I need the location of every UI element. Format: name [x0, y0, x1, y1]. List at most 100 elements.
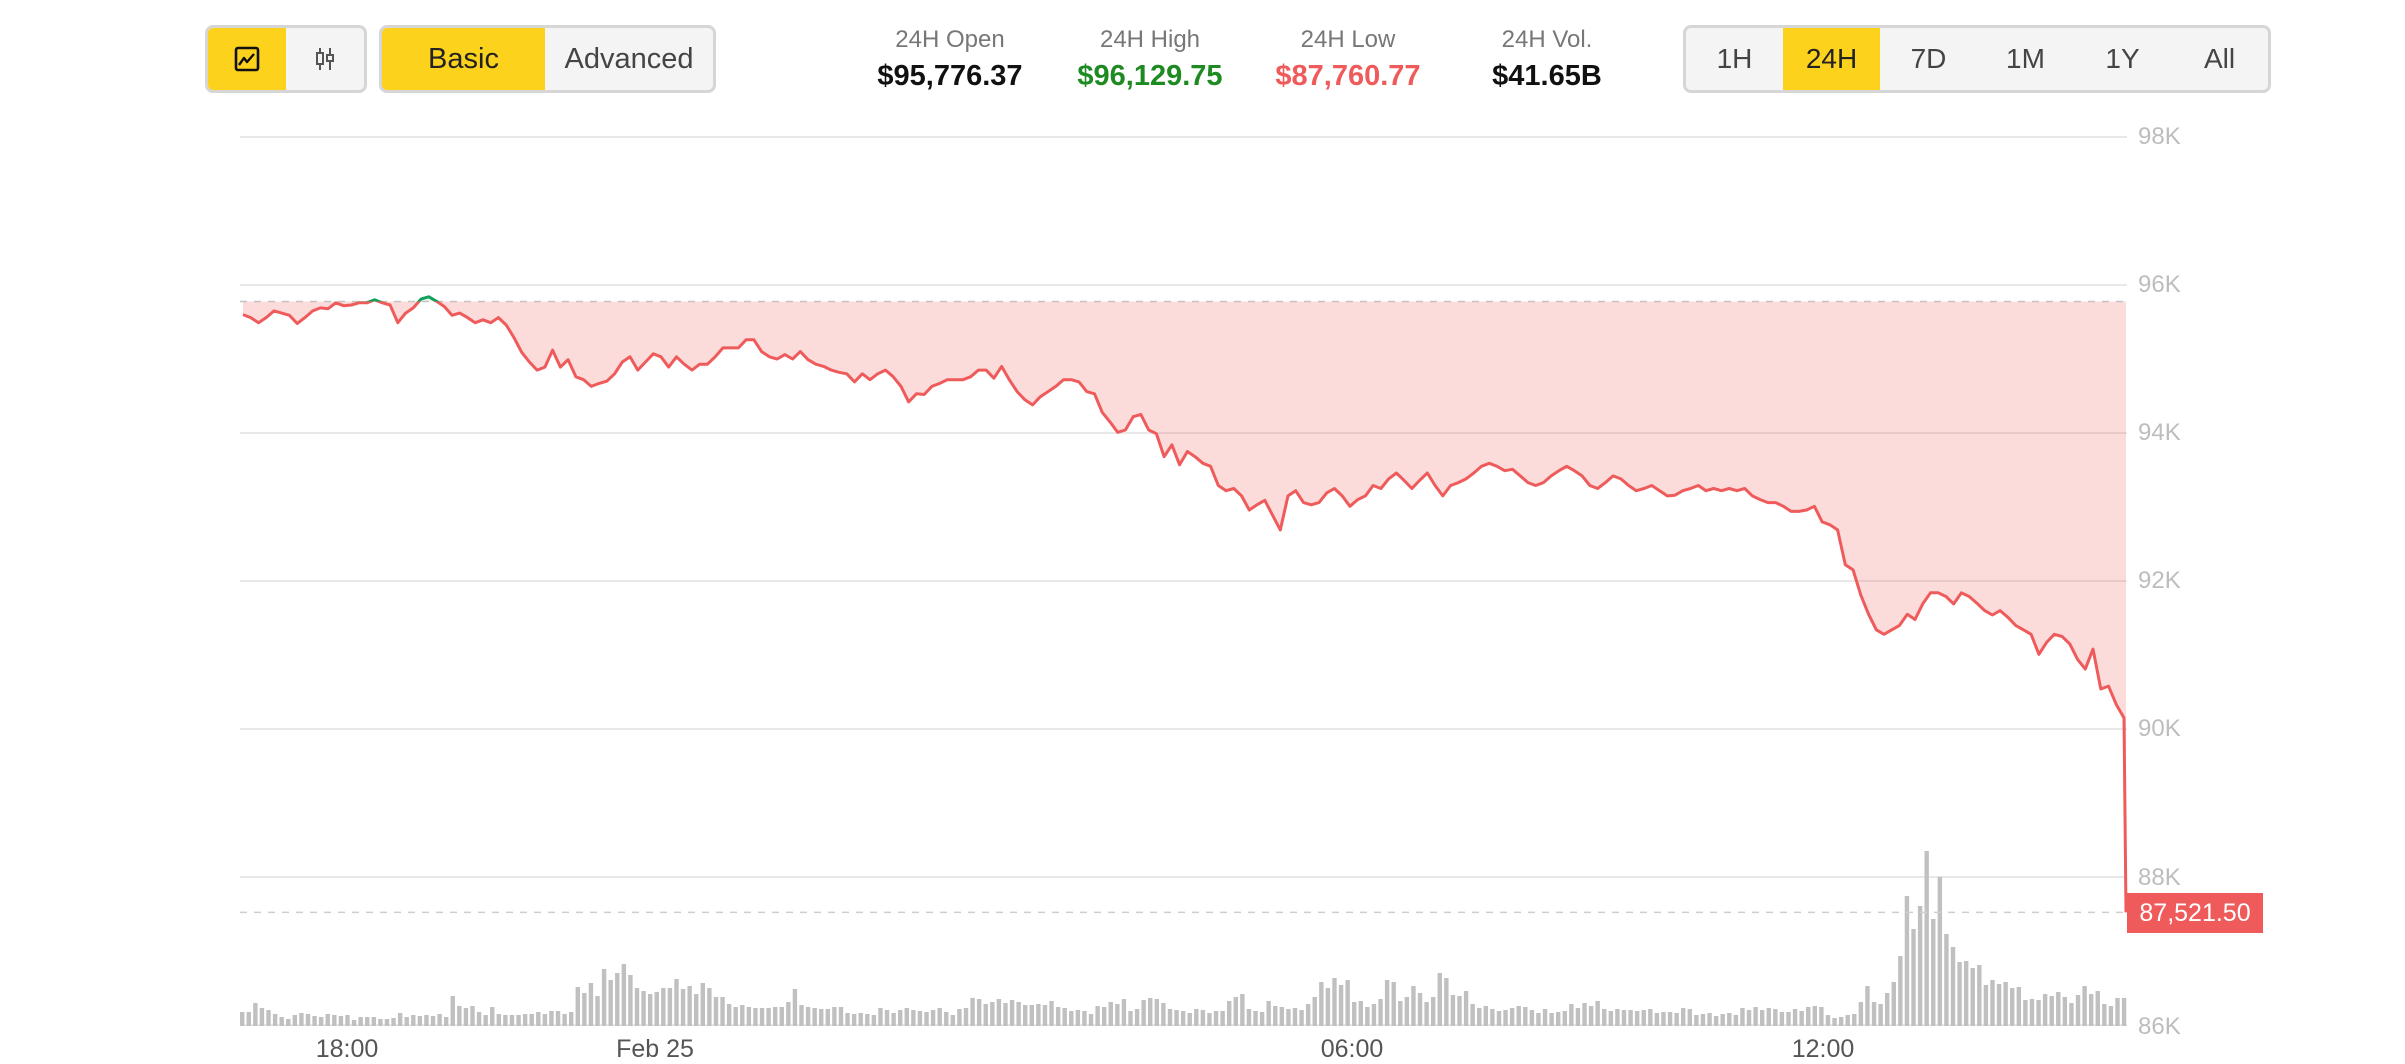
- volume-bar: [1411, 986, 1416, 1026]
- volume-bar: [891, 1013, 896, 1026]
- volume-bar: [1240, 994, 1245, 1026]
- volume-bar: [1634, 1011, 1640, 1026]
- chart-type-toggle: [205, 25, 367, 93]
- volume-bar: [1200, 1010, 1206, 1026]
- volume-bar: [621, 964, 627, 1026]
- volume-bar: [1391, 982, 1396, 1026]
- volume-bar: [1444, 978, 1449, 1026]
- volume-bar: [1674, 1013, 1679, 1026]
- range-7d-button[interactable]: 7D: [1910, 43, 1947, 74]
- volume-bar: [1424, 1002, 1429, 1026]
- volume-bar: [1384, 980, 1390, 1026]
- range-1h-button[interactable]: 1H: [1716, 43, 1753, 74]
- volume-bar: [1108, 1002, 1113, 1026]
- x-tick-1800: 18:00: [315, 1035, 379, 1063]
- volume-bar: [996, 999, 1002, 1026]
- volume-bar: [1753, 1007, 1758, 1026]
- stat-volume-label: 24H Vol.: [1501, 26, 1593, 53]
- volume-bar: [2003, 982, 2008, 1026]
- volume-bar: [1128, 1011, 1133, 1026]
- volume-bar: [812, 1008, 817, 1026]
- volume-bar: [240, 1012, 245, 1026]
- volume-bar: [1917, 906, 1923, 1026]
- volume-bar: [1187, 1013, 1192, 1026]
- volume-bar: [733, 1007, 738, 1026]
- stat-low-label: 24H Low: [1300, 26, 1396, 53]
- volume-bar: [1621, 1010, 1627, 1026]
- volume-bar: [286, 1019, 291, 1026]
- volume-bar: [536, 1012, 541, 1026]
- range-1y-button[interactable]: 1Y: [2105, 43, 2140, 74]
- volume-bar: [253, 1003, 258, 1026]
- volume-bar: [2095, 991, 2100, 1026]
- volume-bar: [680, 989, 686, 1026]
- volume-bar: [1503, 1010, 1508, 1026]
- volume-bar: [1246, 1009, 1252, 1026]
- volume-bar: [851, 1014, 857, 1026]
- volume-bar: [1023, 1005, 1028, 1026]
- volume-bar: [772, 1007, 778, 1026]
- volume-bar: [1305, 1004, 1311, 1026]
- volume-bar: [1759, 1010, 1765, 1026]
- volume-bar: [1207, 1013, 1212, 1026]
- volume-bar: [259, 1008, 265, 1026]
- volume-bar: [1154, 999, 1160, 1026]
- volume-bar: [1233, 997, 1238, 1026]
- volume-bar: [1700, 1014, 1706, 1026]
- volume-bar: [1101, 1007, 1107, 1026]
- volume-bar: [884, 1010, 890, 1026]
- volume-bar: [2016, 987, 2021, 1026]
- volume-bar: [1720, 1014, 1725, 1026]
- volume-bar: [2010, 988, 2015, 1026]
- line-chart-icon: [234, 46, 260, 72]
- volume-bar: [1588, 1006, 1594, 1026]
- volume-bar: [1904, 896, 1910, 1026]
- range-all-button[interactable]: All: [2203, 43, 2236, 74]
- volume-bar: [1963, 961, 1969, 1026]
- volume-bar: [1055, 1007, 1061, 1026]
- volume-bar: [634, 988, 640, 1026]
- candlestick-chart-button[interactable]: [286, 28, 364, 90]
- volume-bar: [865, 1014, 870, 1026]
- area-below-open: [243, 301, 2126, 913]
- volume-bar: [713, 997, 719, 1026]
- volume-bar: [299, 1013, 304, 1026]
- volume-bar: [1332, 978, 1337, 1026]
- range-24h-button[interactable]: 24H: [1783, 28, 1880, 90]
- volume-bar: [1345, 980, 1350, 1026]
- volume-bar: [378, 1019, 383, 1026]
- volume-bar: [1694, 1015, 1699, 1026]
- stat-low-value: $87,760.77: [1275, 60, 1421, 92]
- volume-bar: [1062, 1008, 1067, 1026]
- basic-mode-button[interactable]: Basic: [382, 28, 545, 90]
- volume-bar: [1924, 851, 1929, 1026]
- advanced-mode-button[interactable]: Advanced: [564, 42, 694, 75]
- y-tick-90k: 90K: [2138, 715, 2181, 742]
- volume-bar: [246, 1012, 251, 1026]
- volume-bar: [1681, 1008, 1686, 1026]
- range-1m-button[interactable]: 1M: [2006, 43, 2045, 74]
- volume-bar: [305, 1014, 311, 1026]
- volume-bar: [937, 1008, 942, 1026]
- volume-bar: [825, 1009, 831, 1026]
- volume-bar: [490, 1007, 495, 1026]
- stat-low: 24H Low $87,760.77: [1228, 24, 1468, 96]
- volume-bar: [1312, 997, 1317, 1026]
- volume-bar: [615, 973, 620, 1026]
- volume-bar: [417, 1016, 423, 1026]
- volume-bar: [397, 1013, 403, 1026]
- volume-bar: [983, 1004, 988, 1026]
- volume-bar: [1878, 1004, 1883, 1026]
- volume-bar: [641, 991, 646, 1026]
- volume-bar: [924, 1012, 929, 1026]
- volume-bar: [1523, 1007, 1528, 1026]
- volume-bar: [726, 1004, 732, 1026]
- volume-bar: [470, 1006, 475, 1026]
- volume-bar: [1496, 1011, 1502, 1026]
- volume-bar: [871, 1015, 877, 1026]
- volume-bar: [1292, 1008, 1298, 1026]
- volume-bar: [1075, 1010, 1081, 1026]
- line-chart-button[interactable]: [208, 28, 286, 90]
- volume-bar: [2121, 998, 2127, 1026]
